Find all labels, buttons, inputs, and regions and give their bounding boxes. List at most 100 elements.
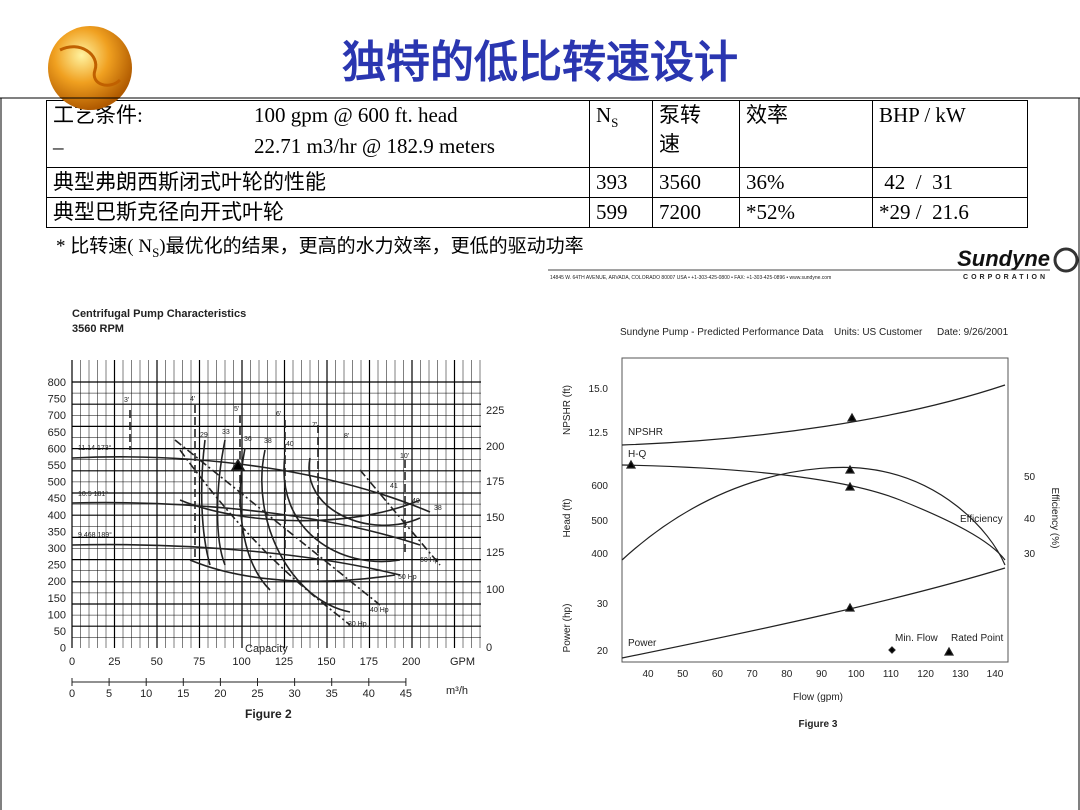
tick-label: 800 <box>48 377 66 389</box>
tick-label: 125 <box>275 656 293 668</box>
npsh-label: 6' <box>276 411 281 418</box>
efficiency-label: 36 <box>244 436 252 443</box>
tick-label: 400 <box>591 549 608 560</box>
tick-label: 550 <box>48 460 66 472</box>
cell: 3560 <box>652 167 740 198</box>
eff-curve <box>261 449 351 613</box>
tick-label: 300 <box>48 543 66 555</box>
tick-label: 50 <box>677 669 689 680</box>
tick-label: 650 <box>48 427 66 439</box>
tick-label: 100 <box>486 584 504 596</box>
tick-label: 40 <box>363 688 375 700</box>
efficiency-label: 29 <box>200 432 208 439</box>
fig2-xlabel: Capacity <box>245 643 288 655</box>
logo-mark <box>1053 247 1079 273</box>
efficiency-label: 40 <box>412 498 420 505</box>
curve-label: Power <box>628 638 657 649</box>
tick-label: 225 <box>486 405 504 417</box>
marker <box>625 412 955 656</box>
npsh-label: 4' <box>190 396 195 403</box>
cell: 393 <box>589 167 653 198</box>
power-line <box>174 439 381 606</box>
tick-label: 25 <box>251 688 263 700</box>
tick-label: 50 <box>1024 472 1036 483</box>
tick-label: 400 <box>48 510 66 522</box>
tick-label: 100 <box>848 669 865 680</box>
tick-label: 150 <box>486 512 504 524</box>
cell: *29 / 21.6 <box>872 197 1028 228</box>
power-line <box>179 449 351 626</box>
cell: 36% <box>739 167 873 198</box>
fig2-unit: GPM <box>450 656 475 668</box>
tick-label: 100 <box>232 656 250 668</box>
impeller-label: 11.14 173° <box>78 444 112 452</box>
tick-label: 60 <box>712 669 724 680</box>
legend-label: Rated Point <box>951 633 1003 644</box>
fig3-xlabel: Flow (gpm) <box>793 692 843 703</box>
cell: 工艺条件: 100 gpm @ 600 ft. head 22.71 m3/hr… <box>46 100 590 168</box>
tick-label: 250 <box>48 560 66 572</box>
cell: 7200 <box>652 197 740 228</box>
tick-label: 200 <box>48 576 66 588</box>
eff-curve <box>308 457 421 527</box>
tick-label: 0 <box>69 688 75 700</box>
tick-label: 15.0 <box>589 384 609 395</box>
curve-label: Efficiency <box>960 514 1003 525</box>
tick-label: 30 <box>1024 549 1036 560</box>
impeller-label: 9.468 189° <box>78 531 112 539</box>
tick-label: 600 <box>48 443 66 455</box>
logo-corp: CORPORATION <box>963 274 1048 281</box>
condition: 100 gpm @ 600 ft. head <box>254 103 458 127</box>
header: 效率 <box>739 100 873 168</box>
tick-label: 75 <box>193 656 205 668</box>
power-label: 50 Hp <box>398 574 417 581</box>
tick-label: 150 <box>317 656 335 668</box>
fig2-labels: 8007507006506005505004504003503002502001… <box>48 377 505 700</box>
tick-label: 175 <box>360 656 378 668</box>
tick-label: 50 <box>54 626 66 638</box>
cell: *52% <box>739 197 873 228</box>
tick-label: 90 <box>816 669 828 680</box>
hq-curve <box>71 501 421 546</box>
curve-label: H-Q <box>628 449 647 460</box>
power-curve <box>179 499 421 522</box>
tick-label: 110 <box>883 669 899 680</box>
header-sub: S <box>611 115 619 131</box>
tick-label: 12.5 <box>589 428 609 439</box>
legend-label: Min. Flow <box>895 633 939 644</box>
header: BHP / kW <box>872 100 1028 168</box>
tick-label: 175 <box>486 476 504 488</box>
footnote-text: )最优化的结果，更高的水力效率，更低的驱动功率 <box>159 236 584 257</box>
eff-curve <box>621 466 1006 566</box>
tick-label: 700 <box>48 410 66 422</box>
efficiency-label: 38 <box>434 505 442 512</box>
fig3-date: Date: 9/26/2001 <box>937 327 1009 338</box>
address: 14845 W. 64TH AVENUE, ARVADA, COLORADO 8… <box>550 275 831 281</box>
tick-label: 0 <box>69 656 75 668</box>
impeller-label: 10.5 181° <box>78 490 108 498</box>
fig2-curves <box>71 405 441 626</box>
tick-label: 25 <box>108 656 120 668</box>
axis-title: NPSHR (ft) <box>562 385 573 435</box>
tick-label: 500 <box>591 516 608 527</box>
power-line <box>359 469 441 566</box>
fig2-title: Centrifugal Pump Characteristics <box>72 308 246 320</box>
fig3-curves <box>621 384 1006 659</box>
tick-label: 30 <box>288 688 300 700</box>
eff-curve <box>200 439 211 566</box>
cell: 典型巴斯克径向开式叶轮 <box>46 197 590 228</box>
tick-label: 130 <box>952 669 969 680</box>
efficiency-label: 33 <box>222 429 230 436</box>
power-curve <box>189 559 396 583</box>
tick-label: 20 <box>214 688 226 700</box>
tick-label: 15 <box>177 688 189 700</box>
hq-curve <box>621 464 1006 561</box>
condition-mark: _ <box>53 128 64 152</box>
hq-curve <box>71 543 401 576</box>
npshr-curve <box>621 384 1006 446</box>
tick-label: 20 <box>597 646 609 657</box>
axis-title: Efficiency (%) <box>1049 488 1060 549</box>
tick-label: 10 <box>140 688 152 700</box>
tick-label: 5 <box>106 688 112 700</box>
power-label: 30 Hp <box>348 621 367 628</box>
